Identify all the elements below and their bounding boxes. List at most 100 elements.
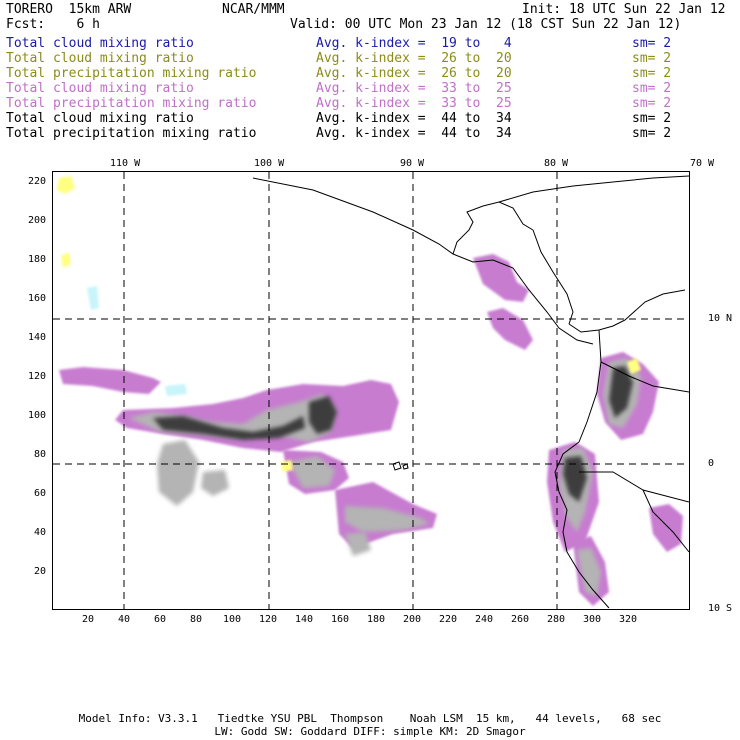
y-tick: 140: [27, 332, 46, 343]
dark-core-c: [563, 456, 587, 502]
y-tick: 100: [27, 410, 46, 421]
legend-smooth: sm= 2: [632, 126, 672, 141]
legend-kindex: Avg. k-index = 33 to 25: [316, 81, 512, 96]
legend-kindex: Avg. k-index = 44 to 34: [316, 126, 512, 141]
legend-kindex: Avg. k-index = 33 to 25: [316, 96, 512, 111]
x-tick: 300: [582, 614, 602, 625]
x-tick: 40: [117, 614, 131, 625]
legend-smooth: sm= 2: [632, 81, 672, 96]
legend-row: Total precipitation mixing ratio Avg. k-…: [6, 66, 706, 81]
yellow-feature-nw: [57, 176, 75, 194]
map-canvas: [53, 172, 689, 609]
x-tick: 20: [81, 614, 95, 625]
legend-kindex: Avg. k-index = 26 to 20: [316, 51, 512, 66]
model-info-line2: LW: Godd SW: Goddard DIFF: simple KM: 2D…: [214, 725, 526, 738]
y-tick: 180: [27, 254, 46, 265]
legend-smooth: sm= 2: [632, 36, 672, 51]
lat-label-10n: 10 N: [708, 313, 733, 324]
lon-label-80w: 80 W: [544, 158, 569, 169]
legend-smooth: sm= 2: [632, 51, 672, 66]
dark-core-b: [309, 396, 337, 434]
legend-kindex: Avg. k-index = 19 to 4: [316, 36, 512, 51]
yellow-feature-east: [627, 358, 641, 374]
purple-field-amazon: [649, 504, 683, 552]
y-tick: 80: [33, 449, 46, 460]
x-tick: 320: [618, 614, 638, 625]
y-tick: 60: [33, 488, 46, 499]
coast-caribbean: [498, 175, 689, 203]
coast-central-america: [532, 229, 574, 325]
coast-yucatan: [452, 201, 534, 255]
dark-cloud-core: [153, 366, 633, 502]
x-tick: 120: [258, 614, 278, 625]
coast-colombia-north: [624, 289, 686, 321]
legend-kindex: Avg. k-index = 26 to 20: [316, 66, 512, 81]
galapagos: [392, 461, 409, 471]
border-brazil: [642, 489, 689, 553]
yellow-cloud-field: [57, 176, 641, 472]
coast-ecuador: [554, 441, 580, 553]
y-tick: 20: [33, 566, 46, 577]
legend-field: Total cloud mixing ratio: [6, 81, 194, 96]
lon-label-90w: 90 W: [400, 158, 425, 169]
init-time: Init: 18 UTC Sun 22 Jan 12: [522, 2, 726, 17]
gray-field-blob-b: [201, 470, 229, 496]
x-tick: 240: [474, 614, 494, 625]
cyan-cloud-field: [87, 286, 187, 396]
gray-field-blob-a: [157, 440, 199, 506]
gray-field-blob-e: [345, 532, 371, 556]
legend-row: Total precipitation mixing ratio Avg. k-…: [6, 96, 706, 111]
purple-field-west: [59, 367, 161, 394]
coast-panama: [568, 319, 626, 333]
legend-smooth: sm= 2: [632, 96, 672, 111]
model-title: TORERO 15km ARW: [6, 2, 132, 17]
x-tick: 140: [294, 614, 314, 625]
legend-kindex: Avg. k-index = 44 to 34: [316, 111, 512, 126]
graticule: [53, 172, 689, 609]
border-colombia: [600, 361, 689, 393]
y-tick: 220: [27, 176, 46, 187]
legend-field: Total precipitation mixing ratio: [6, 126, 257, 141]
lat-label-10s: 10 S: [708, 603, 733, 614]
legend-field: Total cloud mixing ratio: [6, 111, 194, 126]
coastlines: [252, 175, 689, 609]
model-info-line1: Model Info: V3.3.1 Tiedtke YSU PBL Thomp…: [78, 712, 662, 725]
cyan-feature-center: [165, 384, 187, 396]
lon-label-100w: 100 W: [254, 158, 285, 169]
coast-colombia-west: [578, 329, 602, 443]
lon-label-110w: 110 W: [110, 158, 141, 169]
legend-smooth: sm= 2: [632, 66, 672, 81]
legend-field: Total precipitation mixing ratio: [6, 96, 257, 111]
x-tick: 280: [546, 614, 566, 625]
y-tick: 160: [27, 293, 46, 304]
legend-field: Total cloud mixing ratio: [6, 36, 194, 51]
x-tick: 260: [510, 614, 530, 625]
dark-core-d: [609, 366, 633, 418]
x-tick: 160: [330, 614, 350, 625]
legend-row: Total precipitation mixing ratio Avg. k-…: [6, 126, 706, 141]
purple-field-panama: [487, 308, 533, 350]
x-tick: 100: [222, 614, 242, 625]
x-tick: 180: [366, 614, 386, 625]
forecast-hour: Fcst: 6 h: [6, 17, 100, 32]
yellow-feature-center: [281, 460, 293, 472]
cyan-feature-west: [87, 286, 99, 310]
legend-row: Total cloud mixing ratio Avg. k-index = …: [6, 111, 706, 126]
map-panel: [52, 171, 690, 610]
y-tick: 200: [27, 215, 46, 226]
lon-label-70w: 70 W: [690, 158, 715, 169]
legend-row: Total cloud mixing ratio Avg. k-index = …: [6, 36, 706, 51]
dark-core-a: [153, 416, 305, 440]
border-peru: [579, 471, 689, 503]
legend-row: Total cloud mixing ratio Avg. k-index = …: [6, 81, 706, 96]
x-tick: 200: [402, 614, 422, 625]
valid-time: Valid: 00 UTC Mon 23 Jan 12 (18 CST Sun …: [290, 17, 682, 32]
x-tick: 60: [153, 614, 167, 625]
legend-smooth: sm= 2: [632, 111, 672, 126]
legend-field: Total precipitation mixing ratio: [6, 66, 257, 81]
legend-field: Total cloud mixing ratio: [6, 51, 194, 66]
yellow-feature-west: [61, 252, 71, 268]
coast-peru: [566, 551, 610, 609]
org-label: NCAR/MMM: [222, 2, 285, 17]
purple-field-guatemala: [473, 254, 529, 302]
